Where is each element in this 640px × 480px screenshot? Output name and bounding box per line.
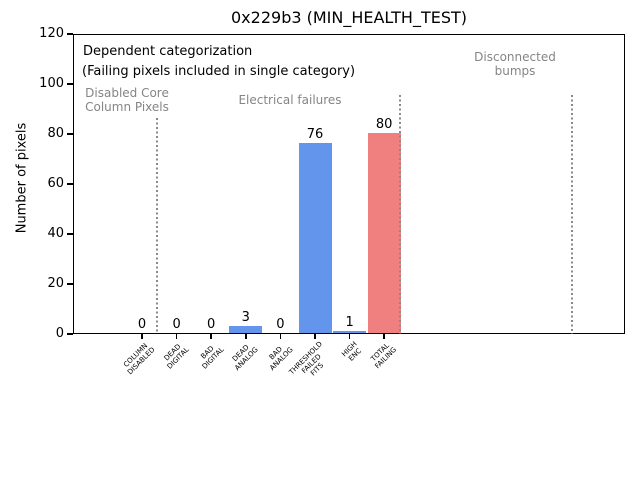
y-tick-label: 0 — [55, 326, 64, 341]
bar-value-label: 76 — [306, 127, 324, 142]
bar-value-label: 3 — [241, 309, 250, 325]
x-tick-mark — [348, 334, 351, 339]
group-label-disconnected-bumps: Disconnected bumps — [474, 50, 556, 78]
y-tick-label: 20 — [47, 276, 64, 291]
annotation-dependent-categorization: Dependent categorization — [83, 44, 253, 59]
y-tick-label: 60 — [47, 176, 64, 191]
bar-value-label: 1 — [345, 314, 354, 330]
y-tick-mark — [67, 33, 73, 35]
bar-value-label: 80 — [375, 117, 393, 132]
x-tick-label-threshold-failed-fits: THRESHOLD FAILED FITS — [287, 340, 325, 378]
x-tick-mark — [245, 334, 247, 339]
x-tick-mark — [141, 334, 143, 339]
group-label-electrical-failures: Electrical failures — [238, 93, 342, 107]
y-tick-mark — [67, 333, 73, 335]
y-tick-mark — [67, 133, 73, 135]
bar-dead-analog — [229, 325, 263, 333]
bar-value-label: 0 — [207, 317, 216, 332]
annotation-failing-pixels-note: (Failing pixels included in single categ… — [82, 64, 356, 79]
group-separator-line — [571, 95, 573, 334]
bar-value-label: 0 — [276, 317, 285, 332]
group-separator-line — [399, 95, 401, 334]
x-tick-label-high-enc: HIGH ENC — [339, 340, 363, 363]
y-tick-label: 40 — [47, 226, 64, 241]
group-separator-line — [156, 118, 158, 334]
bar-value-label: 0 — [137, 317, 147, 332]
x-tick-label-total-failing: TOTAL FAILING — [369, 341, 399, 371]
x-tick-label-dead-digital: DEAD DIGITAL — [162, 342, 191, 371]
x-tick-mark — [175, 334, 178, 339]
y-tick-mark — [67, 233, 73, 235]
y-tick-label: 120 — [39, 26, 64, 41]
x-tick-label-bad-digital: BAD DIGITAL — [199, 344, 226, 371]
y-tick-mark — [67, 83, 73, 85]
x-tick-label-column-disabled: COLUMN DISABLED — [121, 341, 157, 377]
y-tick-label: 100 — [39, 76, 64, 91]
x-tick-mark — [314, 334, 316, 339]
x-tick-label-dead-analog: DEAD ANALOG — [231, 343, 261, 373]
y-tick-label: 80 — [47, 126, 64, 141]
x-tick-mark — [279, 334, 282, 339]
bar-threshold-failed-fits — [298, 143, 332, 333]
bar-value-label: 0 — [172, 317, 181, 332]
x-tick-mark — [210, 334, 212, 339]
group-label-disabled-core-column-pixels: Disabled Core Column Pixels — [85, 86, 169, 114]
bar-total-failing — [367, 133, 401, 333]
x-tick-mark — [383, 334, 385, 339]
chart-title: 0x229b3 (MIN_HEALTH_TEST) — [231, 8, 467, 27]
y-tick-mark — [67, 283, 73, 285]
bar-high-enc — [333, 330, 367, 333]
y-tick-mark — [67, 183, 73, 185]
plot-area — [73, 34, 625, 334]
